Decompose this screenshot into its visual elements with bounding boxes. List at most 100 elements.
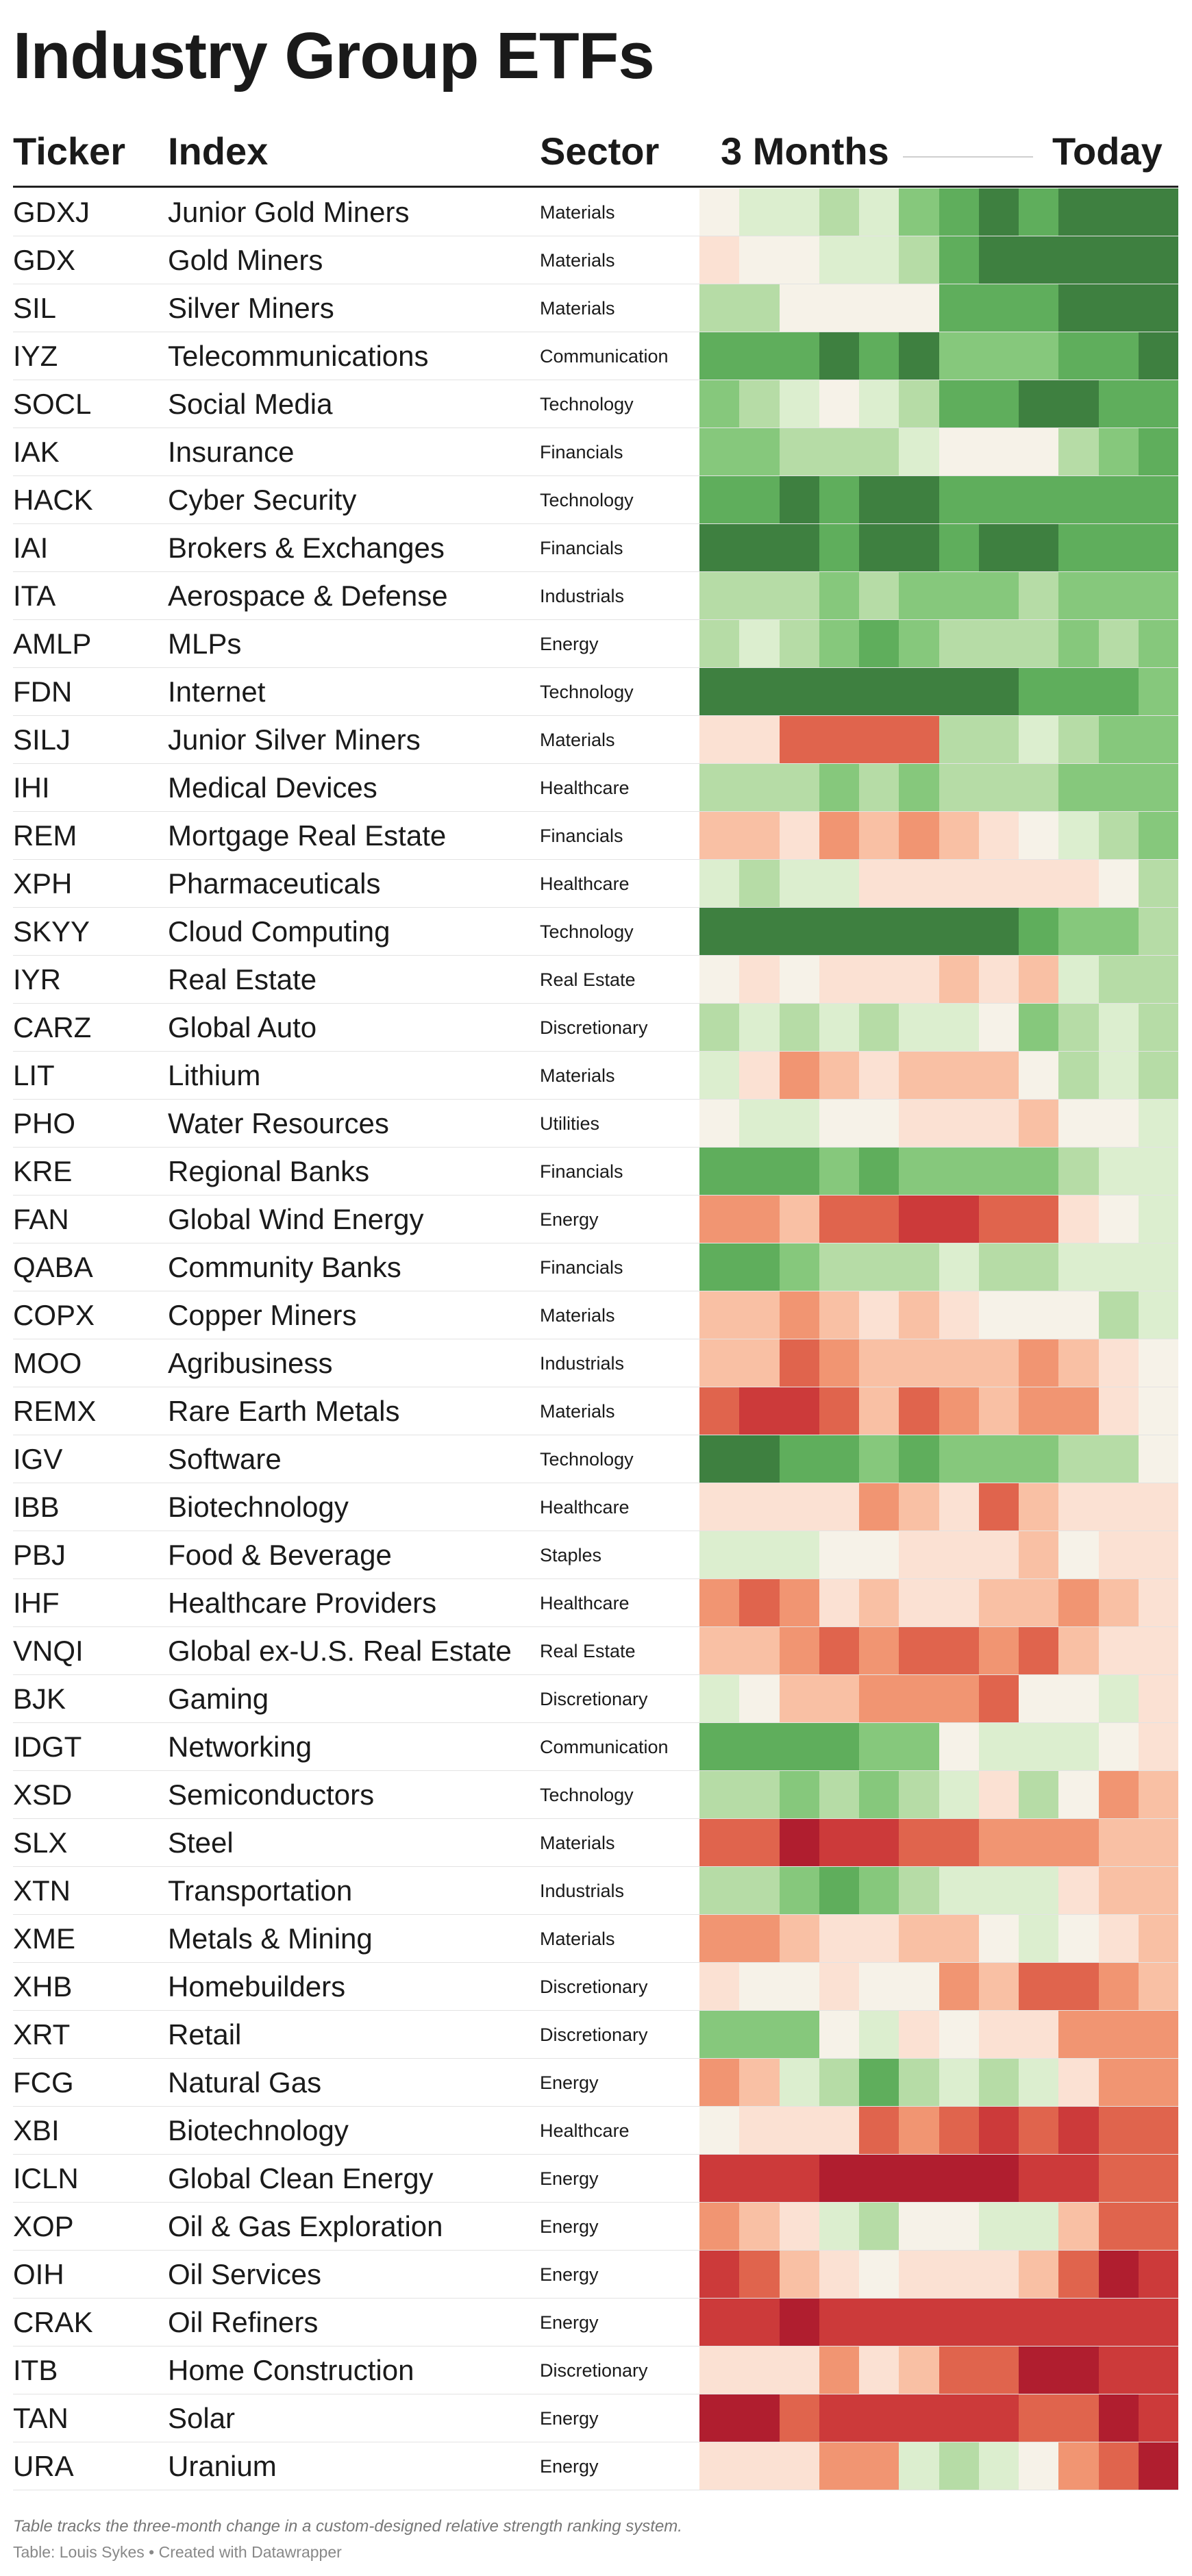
row-divider xyxy=(13,571,1178,572)
heat-cell xyxy=(1099,1627,1139,1674)
index-cell: Pharmaceuticals xyxy=(168,867,381,900)
heat-cell xyxy=(859,1867,899,1914)
heat-cell xyxy=(699,1963,739,2010)
heat-cell xyxy=(739,2299,780,2346)
strength-heat-strip xyxy=(699,2299,1178,2346)
ticker-cell: PBJ xyxy=(13,1539,66,1571)
heat-cell xyxy=(819,236,859,284)
heat-cell xyxy=(780,668,819,715)
heat-cell xyxy=(859,1771,899,1818)
sector-cell: Financials xyxy=(540,826,623,846)
heat-cell xyxy=(780,188,819,236)
heat-cell xyxy=(1099,1196,1139,1243)
heat-cell xyxy=(780,1819,819,1866)
heat-cell xyxy=(1139,476,1178,523)
heat-cell xyxy=(1019,716,1058,763)
strength-heat-strip xyxy=(699,2203,1178,2250)
heat-cell xyxy=(819,1867,859,1914)
heat-cell xyxy=(859,236,899,284)
ticker-cell: CARZ xyxy=(13,1011,92,1043)
heat-cell xyxy=(1139,764,1178,811)
heat-cell xyxy=(939,1627,979,1674)
heat-cell xyxy=(1099,524,1139,571)
heat-cell xyxy=(1139,1627,1178,1674)
heat-cell xyxy=(1099,1723,1139,1770)
heat-cell xyxy=(819,2059,859,2106)
heat-cell xyxy=(699,812,739,859)
table-notes: Table tracks the three-month change in a… xyxy=(13,2517,682,2536)
strength-heat-strip xyxy=(699,2011,1178,2058)
heat-cell xyxy=(780,332,819,380)
heat-cell xyxy=(1019,1915,1058,1962)
heat-cell xyxy=(979,908,1019,955)
heat-cell xyxy=(739,1243,780,1291)
strength-heat-strip xyxy=(699,332,1178,380)
heat-cell xyxy=(1019,2059,1058,2106)
index-cell: Water Resources xyxy=(168,1107,389,1139)
heat-cell xyxy=(1058,524,1099,571)
heat-cell xyxy=(1058,188,1099,236)
header-index: Index xyxy=(168,129,269,173)
strength-heat-strip xyxy=(699,476,1178,523)
heat-cell xyxy=(939,1148,979,1195)
heat-cell xyxy=(859,1963,899,2010)
strength-heat-strip xyxy=(699,188,1178,236)
heat-cell xyxy=(819,380,859,428)
heat-cell xyxy=(739,188,780,236)
ticker-cell: XRT xyxy=(13,2018,71,2051)
heat-cell xyxy=(780,572,819,619)
sector-cell: Energy xyxy=(540,2408,599,2429)
heat-cell xyxy=(739,1196,780,1243)
heat-cell xyxy=(819,812,859,859)
index-cell: Mortgage Real Estate xyxy=(168,819,447,852)
row-divider xyxy=(13,763,1178,764)
sector-cell: Communication xyxy=(540,346,669,367)
sector-cell: Energy xyxy=(540,2456,599,2477)
heat-cell xyxy=(780,1579,819,1626)
heat-cell xyxy=(739,1819,780,1866)
ticker-cell: MOO xyxy=(13,1347,82,1379)
row-divider xyxy=(13,1962,1178,1963)
heat-cell xyxy=(739,1723,780,1770)
heat-cell xyxy=(899,1675,939,1722)
heat-cell xyxy=(1019,1627,1058,1674)
heat-cell xyxy=(1139,956,1178,1003)
heat-cell xyxy=(1099,1291,1139,1339)
heat-cell xyxy=(1019,572,1058,619)
heat-cell xyxy=(699,188,739,236)
heat-cell xyxy=(1019,1435,1058,1483)
strength-heat-strip xyxy=(699,236,1178,284)
index-cell: Junior Silver Miners xyxy=(168,723,421,756)
heat-cell xyxy=(780,860,819,907)
sector-cell: Discretionary xyxy=(540,2360,648,2381)
ticker-cell: QABA xyxy=(13,1251,93,1283)
heat-cell xyxy=(899,1819,939,1866)
ticker-cell: BJK xyxy=(13,1683,66,1715)
strength-heat-strip xyxy=(699,2346,1178,2394)
heat-cell xyxy=(1058,1291,1099,1339)
heat-cell xyxy=(939,2394,979,2442)
heat-cell xyxy=(1019,2011,1058,2058)
heat-cell xyxy=(699,1723,739,1770)
strength-heat-strip xyxy=(699,716,1178,763)
row-divider xyxy=(13,1626,1178,1627)
heat-cell xyxy=(1099,2299,1139,2346)
ticker-cell: TAN xyxy=(13,2402,69,2434)
heat-cell xyxy=(699,1579,739,1626)
table-row: COPX Copper Miners Materials xyxy=(0,1291,1192,1339)
strength-heat-strip xyxy=(699,1723,1178,1770)
heat-cell xyxy=(699,1627,739,1674)
heat-cell xyxy=(699,1243,739,1291)
heat-cell xyxy=(780,1148,819,1195)
heat-cell xyxy=(899,1579,939,1626)
heat-cell xyxy=(699,1291,739,1339)
ticker-cell: SILJ xyxy=(13,723,71,756)
heat-cell xyxy=(780,764,819,811)
table-row: XSD Semiconductors Technology xyxy=(0,1771,1192,1819)
sector-cell: Industrials xyxy=(540,586,625,606)
heat-cell xyxy=(739,524,780,571)
heat-cell xyxy=(780,908,819,955)
strength-heat-strip xyxy=(699,1915,1178,1962)
heat-cell xyxy=(979,1963,1019,2010)
